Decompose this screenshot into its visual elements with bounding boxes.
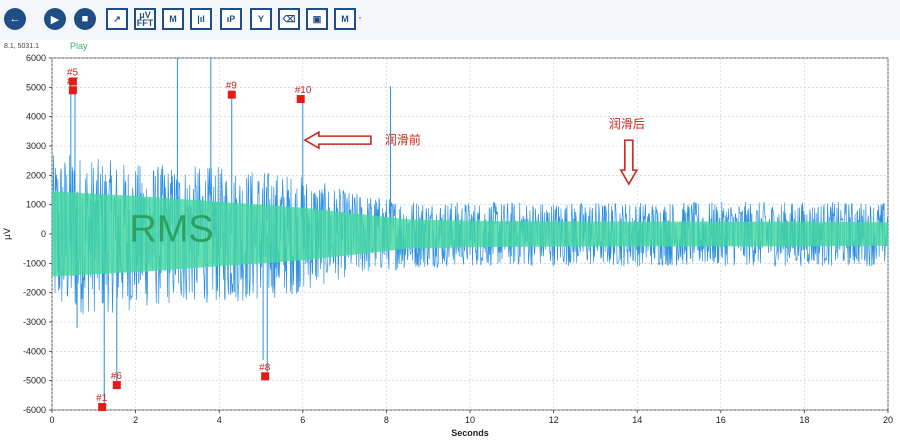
marker-label: #7 bbox=[67, 76, 79, 87]
marker-label: #8 bbox=[259, 362, 271, 373]
stop-button[interactable]: ■ bbox=[74, 8, 96, 30]
y-tick-label: 1000 bbox=[26, 200, 46, 210]
eraser-button[interactable]: ⌫ bbox=[278, 8, 300, 30]
play-state-label: Play bbox=[70, 41, 88, 51]
marker-icon: M bbox=[169, 14, 177, 24]
marker-menu-button[interactable]: M bbox=[334, 8, 356, 30]
marker-point[interactable] bbox=[227, 90, 236, 99]
y-tick-label: -2000 bbox=[23, 288, 46, 298]
x-tick-label: 0 bbox=[49, 415, 54, 425]
y-tick-label: 0 bbox=[41, 229, 46, 239]
peak-icon: ıP bbox=[226, 14, 236, 24]
marker-label: #1 bbox=[96, 393, 108, 404]
rms-band bbox=[52, 191, 888, 277]
y-axis-icon: Y bbox=[257, 14, 264, 24]
amplitude-icon: |ıl bbox=[197, 14, 205, 24]
x-tick-label: 2 bbox=[133, 415, 138, 425]
x-tick-label: 6 bbox=[300, 415, 305, 425]
play-button[interactable]: ▶ bbox=[44, 8, 66, 30]
marker-point[interactable] bbox=[68, 77, 77, 86]
waveform-chart[interactable]: RMS #5#7 #9 #10 #1#6 #8 润滑前 润滑后 6000 5000 4000 3000… bbox=[0, 54, 900, 444]
marker-label: #10 bbox=[295, 85, 312, 96]
toolbar: ← ▶ ■ ↗ μV FFT M |ıl ıP Y ⌫ ▣ M · bbox=[0, 0, 900, 40]
rms-label: RMS bbox=[129, 208, 213, 250]
y-tick-label: 5000 bbox=[26, 82, 46, 92]
x-tick-label: 16 bbox=[716, 415, 726, 425]
x-tick-label: 20 bbox=[883, 415, 893, 425]
y-tick-label: 3000 bbox=[26, 141, 46, 151]
export-icon: ↗ bbox=[113, 14, 121, 24]
x-tick-label: 14 bbox=[632, 415, 642, 425]
play-icon: ▶ bbox=[50, 13, 60, 26]
marker-label: #5 bbox=[67, 67, 79, 78]
y-tick-label: -1000 bbox=[23, 258, 46, 268]
y-tick-label: -5000 bbox=[23, 376, 46, 386]
y-tick-label: -6000 bbox=[23, 405, 46, 415]
waveform-panel[interactable]: RMS #5 #7 #9 #10 #1 #6 #8 润滑前 润滑后 6000 5000 4000 3000… bbox=[0, 54, 900, 444]
y-tick-label: -4000 bbox=[23, 346, 46, 356]
x-tick-label: 10 bbox=[465, 415, 475, 425]
back-arrow-icon: ← bbox=[9, 13, 21, 25]
y-tick-label: 2000 bbox=[26, 170, 46, 180]
marker-point[interactable] bbox=[98, 403, 107, 412]
status-row: 8.1, 5031.1 Play bbox=[0, 40, 900, 54]
x-tick-label: 18 bbox=[799, 415, 809, 425]
after-arrow-icon bbox=[619, 139, 639, 186]
marker-menu-icon: M bbox=[341, 14, 349, 24]
peak-button[interactable]: ıP bbox=[220, 8, 242, 30]
x-tick-label: 4 bbox=[217, 415, 222, 425]
save-icon: ▣ bbox=[312, 14, 322, 24]
y-tick-label: 6000 bbox=[26, 54, 46, 63]
marker-label: #9 bbox=[226, 81, 238, 92]
eraser-icon: ⌫ bbox=[282, 14, 296, 24]
marker-point[interactable] bbox=[68, 86, 77, 95]
x-axis-label: Seconds bbox=[451, 428, 489, 438]
back-button[interactable]: ← bbox=[4, 8, 26, 30]
y-axis-label: μV bbox=[3, 227, 13, 240]
x-tick-label: 12 bbox=[549, 415, 559, 425]
y-tick-label: -3000 bbox=[23, 317, 46, 327]
marker-point[interactable] bbox=[296, 95, 305, 104]
stop-icon: ■ bbox=[81, 13, 89, 25]
after-lubrication-label: 润滑后 bbox=[609, 117, 645, 131]
fft-icon: μV FFT bbox=[136, 10, 154, 28]
before-lubrication-label: 润滑前 bbox=[385, 132, 421, 147]
fft-button[interactable]: μV FFT bbox=[134, 8, 156, 30]
marker-point[interactable] bbox=[112, 381, 121, 390]
marker-point[interactable] bbox=[261, 372, 270, 381]
cursor-coordinates: 8.1, 5031.1 bbox=[4, 43, 40, 50]
marker-button[interactable]: M bbox=[162, 8, 184, 30]
y-tick-label: 4000 bbox=[26, 112, 46, 122]
x-tick-label: 8 bbox=[384, 415, 389, 425]
save-button[interactable]: ▣ bbox=[306, 8, 328, 30]
y-scale-button[interactable]: Y bbox=[250, 8, 272, 30]
before-arrow-icon bbox=[303, 130, 372, 150]
marker-label: #6 bbox=[111, 371, 123, 382]
export-button[interactable]: ↗ bbox=[106, 8, 128, 30]
toolbar-overflow-icon[interactable]: · bbox=[358, 10, 362, 24]
amplitude-button[interactable]: |ıl bbox=[190, 8, 212, 30]
